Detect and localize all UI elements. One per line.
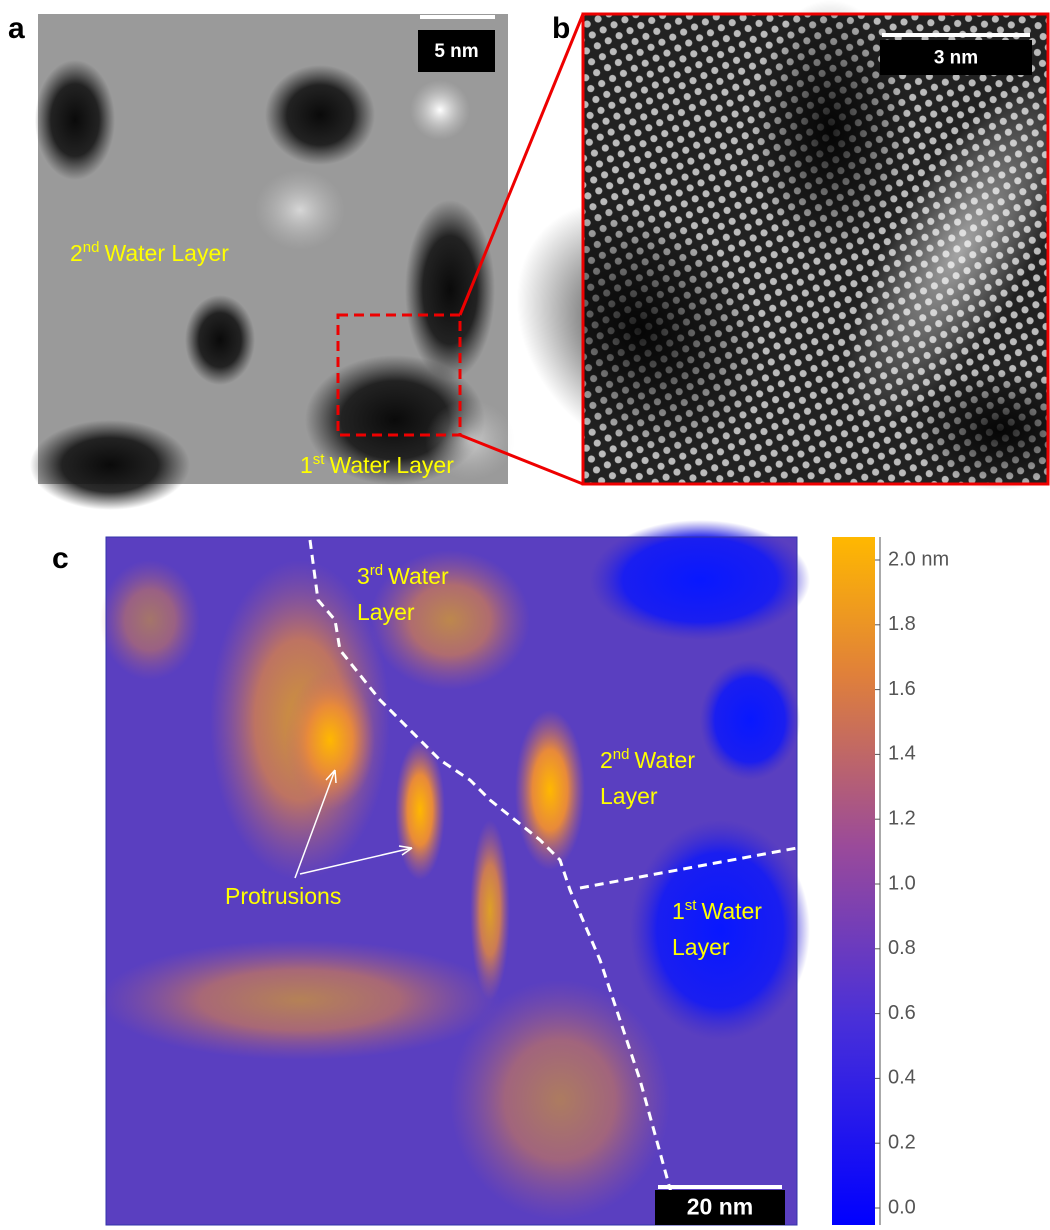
annotation-suffix: st — [685, 897, 698, 914]
figure: abc5 nm3 nm20 nm2ndWater Layer1stWater L… — [0, 0, 1050, 1230]
annotation-text: Layer — [357, 599, 415, 625]
colorbar-tick-label: 0.6 — [888, 1002, 916, 1024]
panel-label: c — [52, 542, 69, 575]
scale-bar-label: 5 nm — [434, 41, 478, 62]
scale-bar-label: 3 nm — [934, 48, 978, 69]
annotation-text: Water Layer — [104, 240, 229, 266]
colorbar-tick-label: 2.0 nm — [888, 548, 949, 570]
image-c — [100, 520, 810, 1225]
annotation-text: Water — [388, 563, 449, 589]
colorbar — [832, 537, 875, 1225]
colorbar-tick-label: 1.4 — [888, 743, 916, 765]
annotation: Layer — [600, 783, 658, 809]
annotation-suffix: nd — [83, 239, 100, 256]
colorbar-tick-label: 1.8 — [888, 613, 916, 635]
colorbar-tick-label: 0.8 — [888, 937, 916, 959]
annotation-number: 1 — [672, 898, 685, 924]
annotation: Protrusions — [225, 883, 341, 909]
annotation-text: Water — [701, 898, 762, 924]
annotation-suffix: rd — [370, 562, 383, 579]
panel-label: b — [552, 12, 570, 45]
colorbar-tick-label: 1.0 — [888, 872, 916, 894]
colorbar-tick-label: 0.2 — [888, 1131, 916, 1153]
annotation-suffix: st — [313, 451, 326, 468]
annotation-text: Water — [634, 747, 695, 773]
colorbar-tick-label: 1.6 — [888, 678, 916, 700]
annotation-suffix: nd — [613, 746, 630, 763]
annotation-number: 2 — [70, 240, 83, 266]
colorbar-tick-label: 0.0 — [888, 1196, 916, 1218]
scale-bar-label: 20 nm — [687, 1194, 753, 1220]
annotation-text: Layer — [672, 934, 730, 960]
annotation-text: Water Layer — [329, 452, 454, 478]
colorbar-tick-label: 1.2 — [888, 807, 916, 829]
annotation-number: 1 — [300, 452, 313, 478]
image-b — [466, 0, 1050, 508]
colorbar-tick-label: 0.4 — [888, 1067, 916, 1089]
annotation-number: 3 — [357, 563, 370, 589]
annotation-number: 2 — [600, 747, 613, 773]
annotation-text: Layer — [600, 783, 658, 809]
annotation: Layer — [357, 599, 415, 625]
annotation: Layer — [672, 934, 730, 960]
panel-label: a — [8, 12, 25, 45]
